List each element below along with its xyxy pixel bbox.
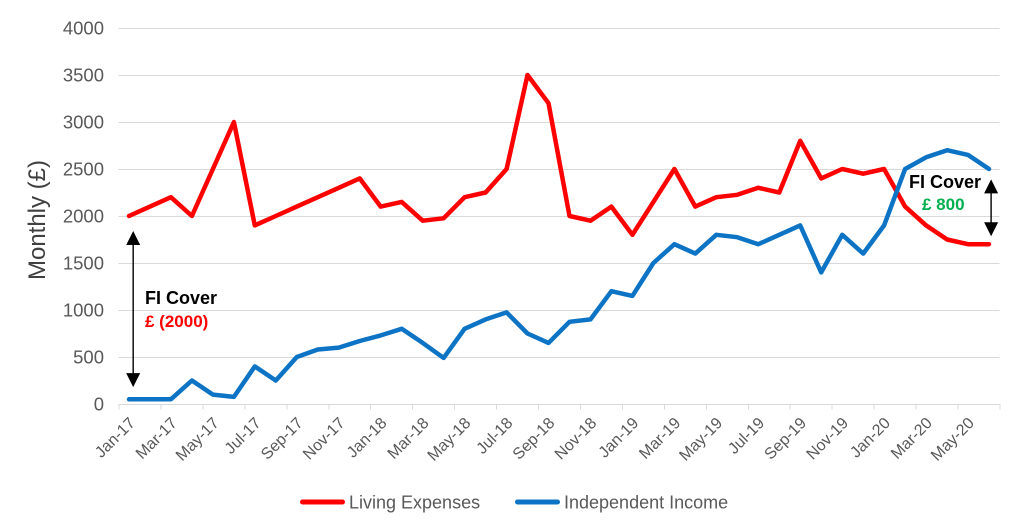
x-tick-label: Mar-19 [636,415,684,463]
series-line-living-expenses [126,72,992,247]
x-tick-label: Nov-18 [552,415,601,464]
fi-cover-left-label: FI Cover [145,288,217,308]
y-tick-label: 2000 [63,206,104,227]
y-tick-label: 500 [73,347,104,368]
fi-cover-right-arrow [984,179,999,237]
x-tick-label: Sep-17 [258,415,307,464]
y-tick-label: 1000 [63,300,104,321]
legend: Living Expenses Independent Income [300,493,728,513]
y-axis-title: Monthly (£) [24,160,51,280]
legend-independent-income-label: Independent Income [564,493,728,513]
fi-cover-left-value: £ (2000) [145,312,208,331]
fi-cover-right-value: £ 800 [922,195,965,214]
x-tick-label: May-17 [173,415,223,465]
annotation-arrows-group [126,179,999,388]
x-tick-label: Mar-18 [385,415,433,463]
y-tick-label: 0 [94,394,104,415]
x-tick-label: May-18 [425,415,475,465]
gridlines-group [118,28,1000,405]
x-tick-label: Mar-20 [888,415,936,463]
y-tick-label: 4000 [63,18,104,39]
x-tick-label: Jan-20 [847,415,894,462]
x-tick-label: Sep-19 [762,415,811,464]
x-tick-label: Nov-17 [300,415,349,464]
series-lines-group [126,72,992,402]
y-tick-label: 3000 [63,112,104,133]
fi-cover-left-arrow [126,231,141,388]
series-line-independent-income [126,147,992,402]
y-tick-label: 2500 [63,159,104,180]
legend-living-expenses-label: Living Expenses [349,493,480,513]
x-tick-label: May-20 [928,415,978,465]
x-tick-label: Sep-18 [510,415,559,464]
x-tick-label: May-19 [676,415,726,465]
x-tick-label: Jan-18 [344,415,391,462]
y-tick-label: 1500 [63,253,104,274]
x-tick-label: Jan-17 [92,415,139,462]
fi-cover-right-label: FI Cover [909,172,981,192]
y-tick-labels-group: 0 500 1000 1500 2000 2500 3000 3500 4000 [63,18,104,415]
x-tick-label: Jan-19 [596,415,643,462]
x-tick-label: Mar-17 [133,415,181,463]
x-tick-label: Nov-19 [804,415,853,464]
y-tick-label: 3500 [63,65,104,86]
